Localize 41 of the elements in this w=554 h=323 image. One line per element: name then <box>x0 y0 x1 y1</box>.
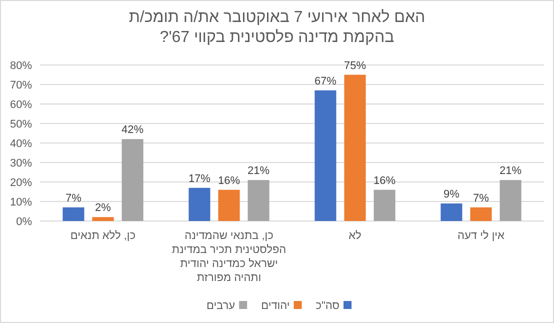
data-label: 75% <box>344 60 366 72</box>
bar <box>500 180 522 221</box>
bar <box>440 203 462 221</box>
data-label: 7% <box>66 192 82 204</box>
data-label: 21% <box>500 165 522 178</box>
bar <box>374 190 396 221</box>
legend-label: יהודים <box>261 300 290 312</box>
y-tick-label: 10% <box>10 196 32 208</box>
y-tick-label: 20% <box>10 177 32 189</box>
x-tick-label: לא <box>348 230 362 242</box>
y-tick-label: 50% <box>10 118 32 130</box>
bar <box>218 190 240 221</box>
bar <box>314 90 336 221</box>
data-label: 16% <box>374 174 396 187</box>
data-label: 21% <box>248 165 270 178</box>
data-label: 67% <box>314 75 337 88</box>
y-tick-label: 70% <box>10 80 32 92</box>
bar <box>344 74 366 221</box>
y-tick-label: 40% <box>10 138 32 150</box>
y-tick-label: 80% <box>10 60 32 72</box>
data-label: 16% <box>218 174 240 187</box>
data-label: 7% <box>473 192 490 204</box>
bar <box>92 217 114 221</box>
bar <box>470 207 492 221</box>
legend-label: סה"כ <box>316 300 340 312</box>
x-tick-label: כן, בתנאי שהמדינה הפלסטינית תכיר במדינת ישראל כמדינה יהודית ותהיה מפורזת <box>172 230 286 284</box>
bar <box>62 207 84 221</box>
y-tick-label: 60% <box>10 99 32 111</box>
legend-label: ערבים <box>206 300 236 312</box>
x-tick-label: אין לי דעה <box>458 230 505 242</box>
data-label: 9% <box>444 188 460 200</box>
data-label: 42% <box>122 124 144 136</box>
y-tick-label: 0% <box>16 216 32 228</box>
x-tick-label: כן, ללא תנאים <box>70 230 136 242</box>
bar <box>188 188 210 221</box>
data-label: 2% <box>95 202 112 214</box>
data-label: 17% <box>188 172 211 185</box>
chart-title: האם לאחר אירועי 7 באוקטובר את/ה תומכ/ת בהקמת מדינה פלסטינית בקווי 67'? <box>128 8 426 46</box>
y-tick-label: 30% <box>10 158 32 170</box>
bar <box>248 180 270 221</box>
bar <box>122 139 144 221</box>
